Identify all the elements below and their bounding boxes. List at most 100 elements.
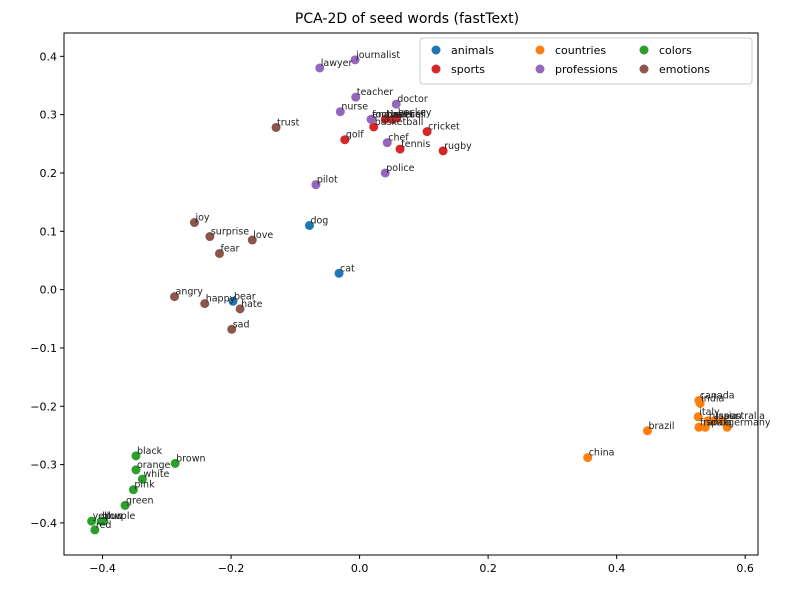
- point-label: fear: [221, 243, 240, 254]
- data-point-professions: [311, 180, 321, 190]
- x-tick-label: 0.2: [479, 562, 497, 575]
- y-tick-label: −0.4: [30, 517, 57, 530]
- data-point-sports: [438, 146, 448, 156]
- data-point-colors: [170, 458, 180, 468]
- data-point-sports: [392, 113, 402, 123]
- point-label: teacher: [357, 87, 393, 98]
- data-point-emotions: [227, 324, 237, 334]
- legend-label-sports: sports: [451, 63, 485, 76]
- data-point-sports: [369, 122, 379, 132]
- y-tick-label: −0.1: [30, 342, 57, 355]
- point-label: chef: [388, 133, 409, 144]
- legend-marker-emotions: [639, 64, 649, 74]
- x-tick-label: 0.6: [736, 562, 754, 575]
- data-point-emotions: [200, 299, 210, 309]
- point-label: tennis: [401, 139, 430, 150]
- legend-label-professions: professions: [555, 63, 618, 76]
- legend-label-animals: animals: [451, 44, 494, 57]
- point-label: love: [253, 230, 273, 241]
- y-tick-label: 0.4: [40, 50, 58, 63]
- x-tick-label: 0.0: [351, 562, 369, 575]
- x-tick-label: −0.2: [218, 562, 245, 575]
- data-point-professions: [315, 63, 325, 73]
- point-label: cricket: [428, 122, 460, 133]
- point-label: orange: [137, 460, 171, 471]
- y-tick-label: 0.2: [40, 167, 58, 180]
- legend-label-countries: countries: [555, 44, 606, 57]
- y-tick-label: −0.3: [30, 459, 57, 472]
- point-label: doctor: [397, 94, 428, 105]
- y-tick-label: 0.0: [40, 284, 58, 297]
- point-label: nurse: [341, 102, 368, 113]
- data-point-professions: [380, 168, 390, 178]
- point-label: germany: [728, 417, 771, 428]
- data-point-animals: [334, 268, 344, 278]
- point-label: angry: [176, 287, 204, 298]
- point-label: hate: [241, 299, 263, 310]
- legend-marker-sports: [431, 64, 441, 74]
- point-label: dog: [310, 215, 328, 226]
- data-point-countries: [693, 412, 703, 422]
- point-label: black: [137, 446, 163, 457]
- point-label: china: [589, 448, 615, 459]
- data-point-countries: [694, 422, 704, 432]
- point-label: russia: [709, 411, 737, 422]
- point-label: green: [126, 495, 153, 506]
- point-label: trust: [277, 117, 300, 128]
- axis-ticks: −0.4 −0.2 0.0 0.2 0.4 0.6 −0.4 −0.3 −0.2 −0.1 0.0 0…: [30, 50, 754, 575]
- point-label: yellow: [93, 511, 124, 522]
- data-point-emotions: [189, 218, 199, 228]
- data-point-colors: [99, 516, 109, 526]
- point-label: purple: [105, 511, 136, 522]
- point-label: baseball: [386, 109, 426, 120]
- legend-marker-countries: [535, 45, 545, 55]
- x-tick-label: 0.4: [608, 562, 626, 575]
- data-point-colors: [131, 465, 141, 475]
- data-point-professions: [391, 99, 401, 109]
- data-point-colors: [120, 500, 130, 510]
- legend-box: [419, 37, 753, 85]
- y-tick-label: 0.3: [40, 109, 58, 122]
- data-point-colors: [87, 516, 97, 526]
- data-point-professions: [335, 107, 345, 117]
- data-point-countries: [695, 398, 705, 408]
- data-point-emotions: [247, 235, 257, 245]
- data-point-emotions: [235, 304, 245, 314]
- point-label: brown: [176, 453, 205, 464]
- data-point-colors: [137, 474, 147, 484]
- data-point-countries: [700, 422, 710, 432]
- legend-marker-colors: [639, 45, 649, 55]
- data-point-colors: [90, 525, 100, 535]
- point-label: golf: [346, 130, 364, 141]
- chart-title: PCA-2D of seed words (fastText): [295, 11, 519, 27]
- data-point-professions: [350, 55, 360, 65]
- point-label: happy: [206, 294, 236, 305]
- point-label: cat: [340, 263, 355, 274]
- data-point-emotions: [170, 292, 180, 302]
- point-label: australia: [724, 411, 765, 422]
- data-point-colors: [131, 451, 141, 461]
- point-label: pilot: [317, 175, 338, 186]
- point-label: italy: [699, 407, 720, 418]
- data-point-animals: [228, 296, 238, 306]
- plot-frame: [63, 32, 759, 556]
- legend: animals countries colors sports professions e…: [419, 37, 753, 85]
- legend-marker-animals: [431, 45, 441, 55]
- point-label: soccer: [394, 109, 425, 120]
- point-label: japan: [714, 411, 741, 422]
- legend-label-colors: colors: [659, 44, 692, 57]
- point-label: hockey: [398, 108, 432, 119]
- legend-marker-professions: [535, 64, 545, 74]
- point-label: journalist: [355, 50, 400, 61]
- data-points: [87, 55, 732, 535]
- data-point-professions: [366, 114, 376, 124]
- y-tick-label: 0.1: [40, 225, 58, 238]
- point-label: football: [372, 109, 408, 120]
- data-point-professions: [382, 138, 392, 148]
- point-label: police: [386, 163, 414, 174]
- data-point-animals: [304, 220, 314, 230]
- point-label: engineer: [372, 109, 414, 120]
- data-point-colors: [128, 485, 138, 495]
